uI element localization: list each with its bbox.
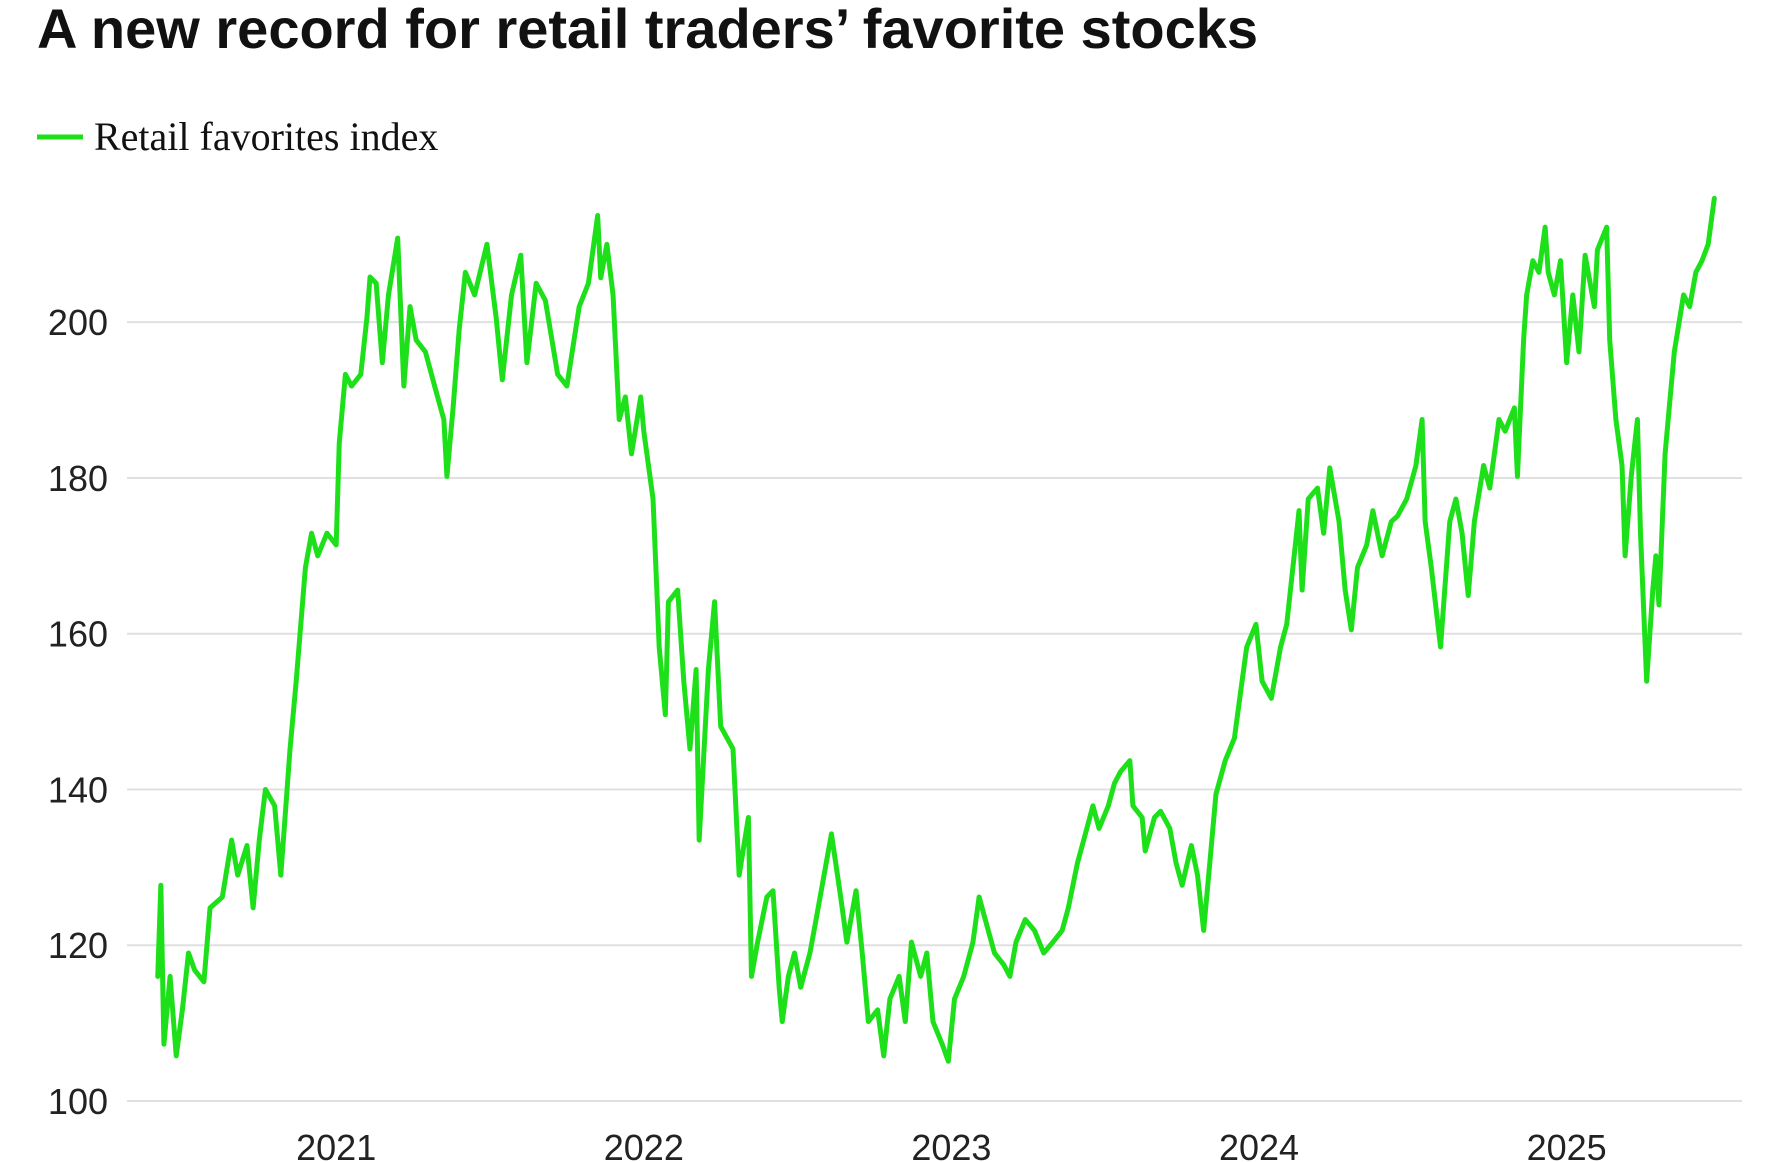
legend: Retail favorites index <box>37 114 438 159</box>
x-tick-label: 2024 <box>1219 1127 1299 1162</box>
series-line <box>155 195 1717 1064</box>
y-tick-label: 120 <box>48 925 108 966</box>
x-tick-label: 2022 <box>604 1127 684 1162</box>
x-tick-label: 2021 <box>296 1127 376 1162</box>
x-tick-label: 2025 <box>1527 1127 1607 1162</box>
chart-title: A new record for retail traders’ favorit… <box>37 0 1258 60</box>
legend-label: Retail favorites index <box>94 114 438 159</box>
y-tick-label: 200 <box>48 302 108 343</box>
grid <box>127 321 1742 1102</box>
y-tick-label: 100 <box>48 1081 108 1122</box>
y-tick-label: 140 <box>48 769 108 810</box>
y-tick-label: 160 <box>48 614 108 655</box>
x-tick-label: 2023 <box>911 1127 991 1162</box>
y-tick-label: 180 <box>48 458 108 499</box>
